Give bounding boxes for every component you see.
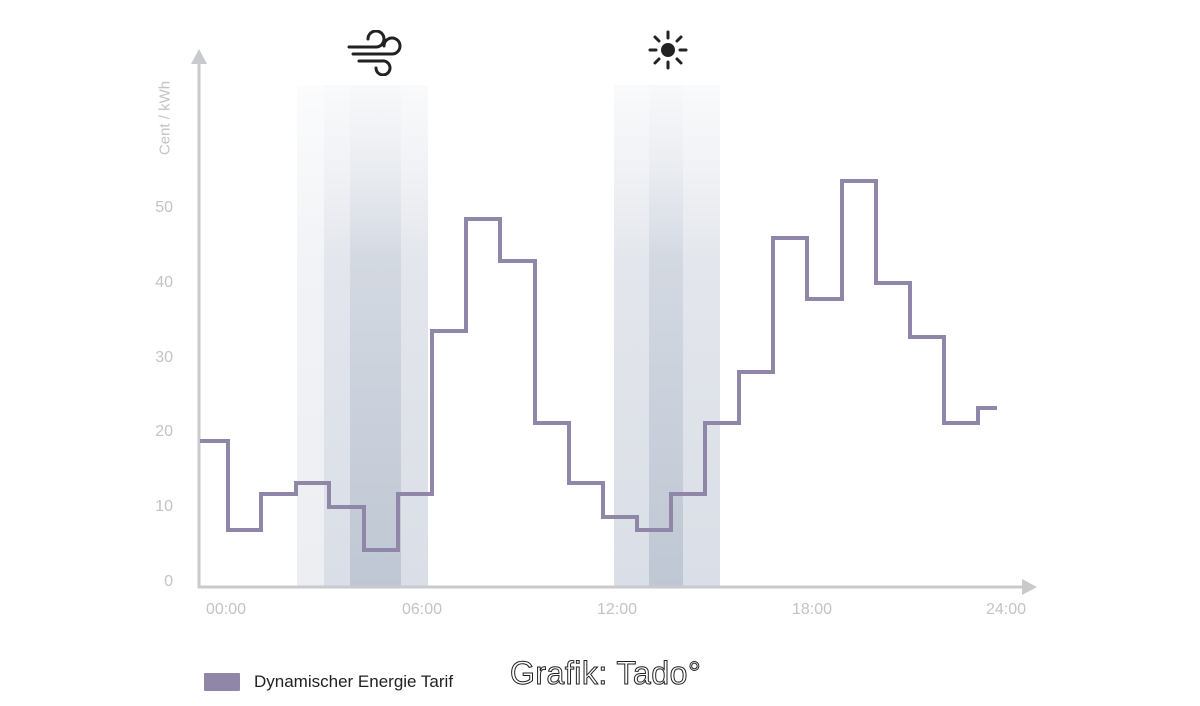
x-tick-24: 24:00: [985, 601, 1027, 618]
tariff-line: [200, 179, 997, 552]
y-tick-50: 50: [155, 199, 173, 216]
y-tick-0: 0: [164, 573, 173, 590]
y-tick-40: 40: [155, 274, 173, 291]
legend-label: Dynamischer Energie Tarif: [254, 672, 454, 691]
x-tick-06: 06:00: [401, 601, 443, 618]
x-tick-18: 18:00: [791, 601, 833, 618]
y-tick-10: 10: [155, 498, 173, 515]
image-credit: Grafik: Tado°: [509, 655, 702, 692]
x-axis: [198, 579, 1037, 595]
x-tick-12: 12:00: [596, 601, 638, 618]
y-axis-label: Cent / kWh: [156, 80, 174, 156]
sun-band: [614, 85, 720, 587]
y-tick-20: 20: [155, 423, 173, 440]
legend-swatch: [204, 673, 240, 691]
x-tick-00: 00:00: [205, 601, 247, 618]
y-tick-30: 30: [155, 349, 173, 366]
sun-icon: [648, 30, 688, 70]
legend: Dynamischer Energie Tarif: [204, 672, 453, 692]
wind-icon: [347, 30, 402, 76]
y-axis: [191, 49, 207, 588]
wind-band: [297, 85, 428, 587]
